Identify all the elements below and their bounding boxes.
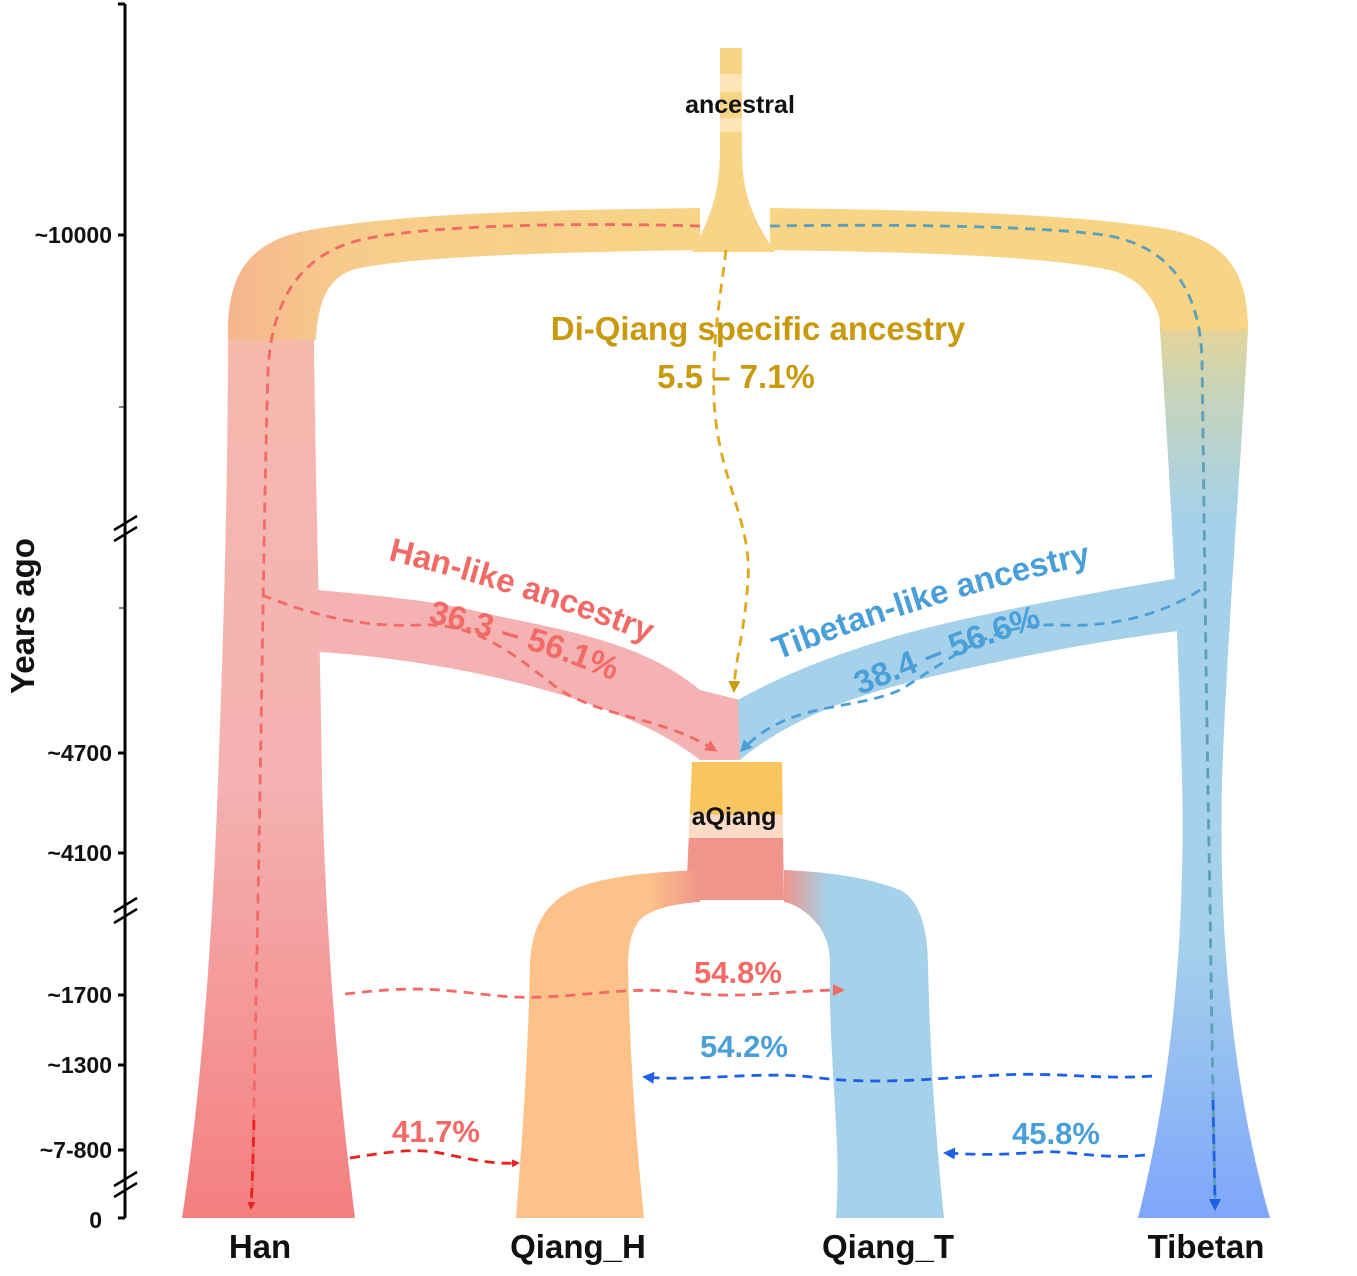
- di-qiang-range: 5.5 – 7.1%: [657, 358, 815, 395]
- population-label-tibetan: Tibetan: [1148, 1228, 1265, 1265]
- di-qiang-label: Di-Qiang specific ancestry: [551, 310, 966, 347]
- population-label-qiang-h: Qiang_H: [510, 1228, 646, 1265]
- qiang-h-trunk: [516, 965, 644, 1218]
- left-arch: [227, 208, 701, 340]
- tick-label-10000: ~10000: [35, 222, 112, 248]
- qiang-h-arch: [530, 870, 700, 970]
- tibetan-lineage-arrow-tip: [1208, 1099, 1221, 1211]
- ancestral-band: [720, 118, 742, 132]
- population-label-han: Han: [229, 1228, 291, 1265]
- aqiang-node: [686, 762, 784, 900]
- axis-title: Years ago: [4, 538, 41, 694]
- flow-arrows: [247, 223, 1221, 1211]
- tibetan-like-arrow: [739, 588, 1201, 753]
- population-label-qiang-t: Qiang_T: [822, 1228, 954, 1265]
- tick-label-7-800: ~7-800: [40, 1137, 112, 1163]
- axis-break: [113, 514, 138, 543]
- tibetan-like-ribbon: [738, 578, 1186, 760]
- ancestral-label: ancestral: [685, 91, 795, 119]
- years-axis: ~10000 ~4700 ~4100 ~1700 ~1300 ~7-800 0 …: [4, 2, 138, 1233]
- qiang-t-arch: [784, 870, 928, 965]
- di-qiang-arrow: [712, 249, 750, 693]
- tick-label-4100: ~4100: [47, 840, 112, 866]
- han-like-ribbon: [318, 590, 740, 760]
- outer-lineages: [182, 48, 1270, 1218]
- axis-break: [113, 896, 138, 925]
- han-like-arrow: [261, 593, 718, 752]
- han-lineage-arrow-tip: [247, 1119, 256, 1210]
- tick-label-0: 0: [89, 1207, 102, 1233]
- aqiang-label: aQiang: [692, 803, 777, 831]
- han-lineage-arrow: [250, 223, 701, 1201]
- admix-arrow-han-qiang-t: [344, 984, 845, 999]
- tibetan-lineage-arrow: [769, 223, 1217, 1201]
- axis-break: [113, 1170, 138, 1199]
- admix-arrow-tibetan-qiang-h: [642, 1071, 1153, 1084]
- admix-pct-han-qiang-t: 54.8%: [694, 955, 782, 990]
- ancestral-stem: [692, 48, 775, 252]
- ancestral-band: [720, 74, 742, 92]
- qiang-t-trunk: [829, 962, 944, 1218]
- admix-pct-tibetan-qiang-h: 54.2%: [700, 1029, 788, 1064]
- tick-label-1700: ~1700: [47, 982, 112, 1008]
- admix-pct-han-qiang-h: 41.7%: [392, 1114, 480, 1149]
- admix-pct-tibetan-qiang-t: 45.8%: [1012, 1116, 1100, 1151]
- tick-label-4700: ~4700: [47, 740, 112, 766]
- tibetan-trunk: [1138, 285, 1270, 1218]
- right-arch: [770, 208, 1248, 330]
- han-trunk: [182, 255, 355, 1218]
- admix-arrow-tibetan-qiang-t: [943, 1147, 1146, 1160]
- tick-label-1300: ~1300: [47, 1052, 112, 1078]
- admix-arrow-han-qiang-h: [349, 1149, 520, 1168]
